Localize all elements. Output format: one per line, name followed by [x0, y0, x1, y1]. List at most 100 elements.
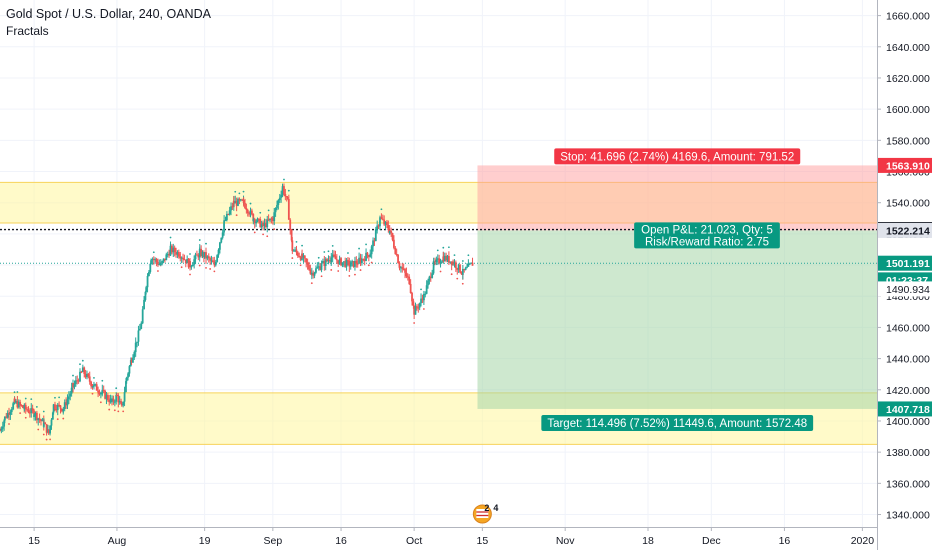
candle[interactable] [220, 237, 223, 244]
symbol-title[interactable]: Gold Spot / U.S. Dollar, 240, OANDA [6, 7, 211, 21]
candle[interactable] [337, 260, 340, 268]
candle[interactable] [216, 254, 219, 263]
candle[interactable] [302, 253, 305, 263]
candle[interactable] [424, 291, 427, 298]
target-price-tag[interactable]: 1407.718 [878, 401, 932, 417]
candle[interactable] [67, 391, 70, 405]
candle[interactable] [429, 272, 432, 282]
candle[interactable] [51, 411, 54, 420]
candle[interactable] [454, 260, 457, 272]
candle[interactable] [317, 261, 320, 271]
candle[interactable] [234, 195, 237, 204]
candle[interactable] [323, 255, 326, 271]
candle[interactable] [393, 235, 395, 250]
candle[interactable] [301, 249, 303, 259]
candle[interactable] [280, 190, 283, 203]
candle[interactable] [363, 256, 366, 266]
candle[interactable] [138, 323, 141, 331]
candle[interactable] [231, 202, 234, 211]
candle[interactable] [179, 251, 182, 262]
candle[interactable] [117, 393, 120, 408]
candle[interactable] [93, 381, 95, 390]
candle[interactable] [182, 253, 184, 263]
candle[interactable] [366, 251, 369, 259]
candle[interactable] [414, 302, 417, 315]
candle[interactable] [186, 255, 189, 264]
candle[interactable] [70, 382, 73, 397]
candle[interactable] [102, 385, 105, 394]
candle[interactable] [94, 383, 97, 387]
candle[interactable] [335, 254, 338, 264]
candle[interactable] [255, 219, 258, 227]
candle[interactable] [273, 208, 276, 226]
candle[interactable] [144, 291, 147, 302]
candle[interactable] [263, 218, 266, 230]
candle[interactable] [296, 251, 299, 258]
candle[interactable] [54, 401, 56, 412]
candle[interactable] [101, 384, 104, 395]
candle[interactable] [404, 267, 406, 279]
candle[interactable] [259, 216, 262, 228]
candle[interactable] [221, 229, 224, 240]
candle[interactable] [15, 399, 17, 404]
candle[interactable] [442, 251, 445, 263]
candle[interactable] [205, 247, 207, 264]
candle[interactable] [125, 376, 128, 384]
candle[interactable] [308, 261, 310, 271]
candle[interactable] [278, 193, 281, 204]
candle[interactable] [361, 254, 363, 266]
candle[interactable] [218, 241, 221, 254]
candle[interactable] [295, 245, 298, 256]
candle[interactable] [377, 224, 380, 230]
candle[interactable] [256, 217, 259, 223]
candle[interactable] [136, 341, 138, 348]
candle[interactable] [241, 198, 244, 202]
candle[interactable] [12, 401, 15, 411]
candle[interactable] [203, 252, 206, 259]
candle[interactable] [132, 354, 134, 364]
candle[interactable] [183, 254, 186, 261]
candle[interactable] [127, 372, 129, 381]
candle[interactable] [207, 253, 210, 263]
candle[interactable] [470, 262, 473, 264]
candle[interactable] [344, 257, 347, 268]
candle[interactable] [172, 243, 175, 257]
candle[interactable] [294, 246, 296, 252]
candle[interactable] [450, 261, 453, 271]
candle[interactable] [316, 262, 319, 269]
candle[interactable] [196, 250, 198, 256]
candle[interactable] [306, 258, 309, 270]
candle[interactable] [122, 401, 125, 408]
candle[interactable] [262, 220, 264, 231]
candle[interactable] [228, 206, 231, 216]
candle[interactable] [310, 267, 313, 280]
candle[interactable] [244, 198, 246, 209]
candle[interactable] [277, 199, 280, 210]
candle[interactable] [422, 290, 425, 305]
candle[interactable] [210, 255, 213, 265]
candle[interactable] [33, 413, 36, 421]
candle[interactable] [206, 255, 209, 261]
candle[interactable] [402, 263, 405, 271]
candle[interactable] [390, 227, 393, 237]
candle[interactable] [298, 252, 301, 258]
indicator-label[interactable]: Fractals [6, 24, 49, 38]
candle[interactable] [436, 254, 439, 265]
candle[interactable] [35, 410, 38, 424]
candle[interactable] [27, 406, 30, 414]
candle[interactable] [443, 252, 446, 262]
candle[interactable] [128, 365, 131, 377]
candle[interactable] [445, 252, 448, 263]
candle[interactable] [427, 278, 429, 289]
candle[interactable] [59, 405, 62, 414]
candle[interactable] [8, 407, 10, 421]
candle[interactable] [324, 257, 327, 271]
candle[interactable] [417, 303, 420, 313]
candle[interactable] [379, 215, 381, 225]
candle[interactable] [466, 263, 468, 269]
candle[interactable] [381, 214, 384, 221]
candle[interactable] [434, 257, 436, 266]
candle[interactable] [299, 255, 302, 262]
candle[interactable] [397, 254, 399, 264]
candle[interactable] [432, 257, 435, 271]
